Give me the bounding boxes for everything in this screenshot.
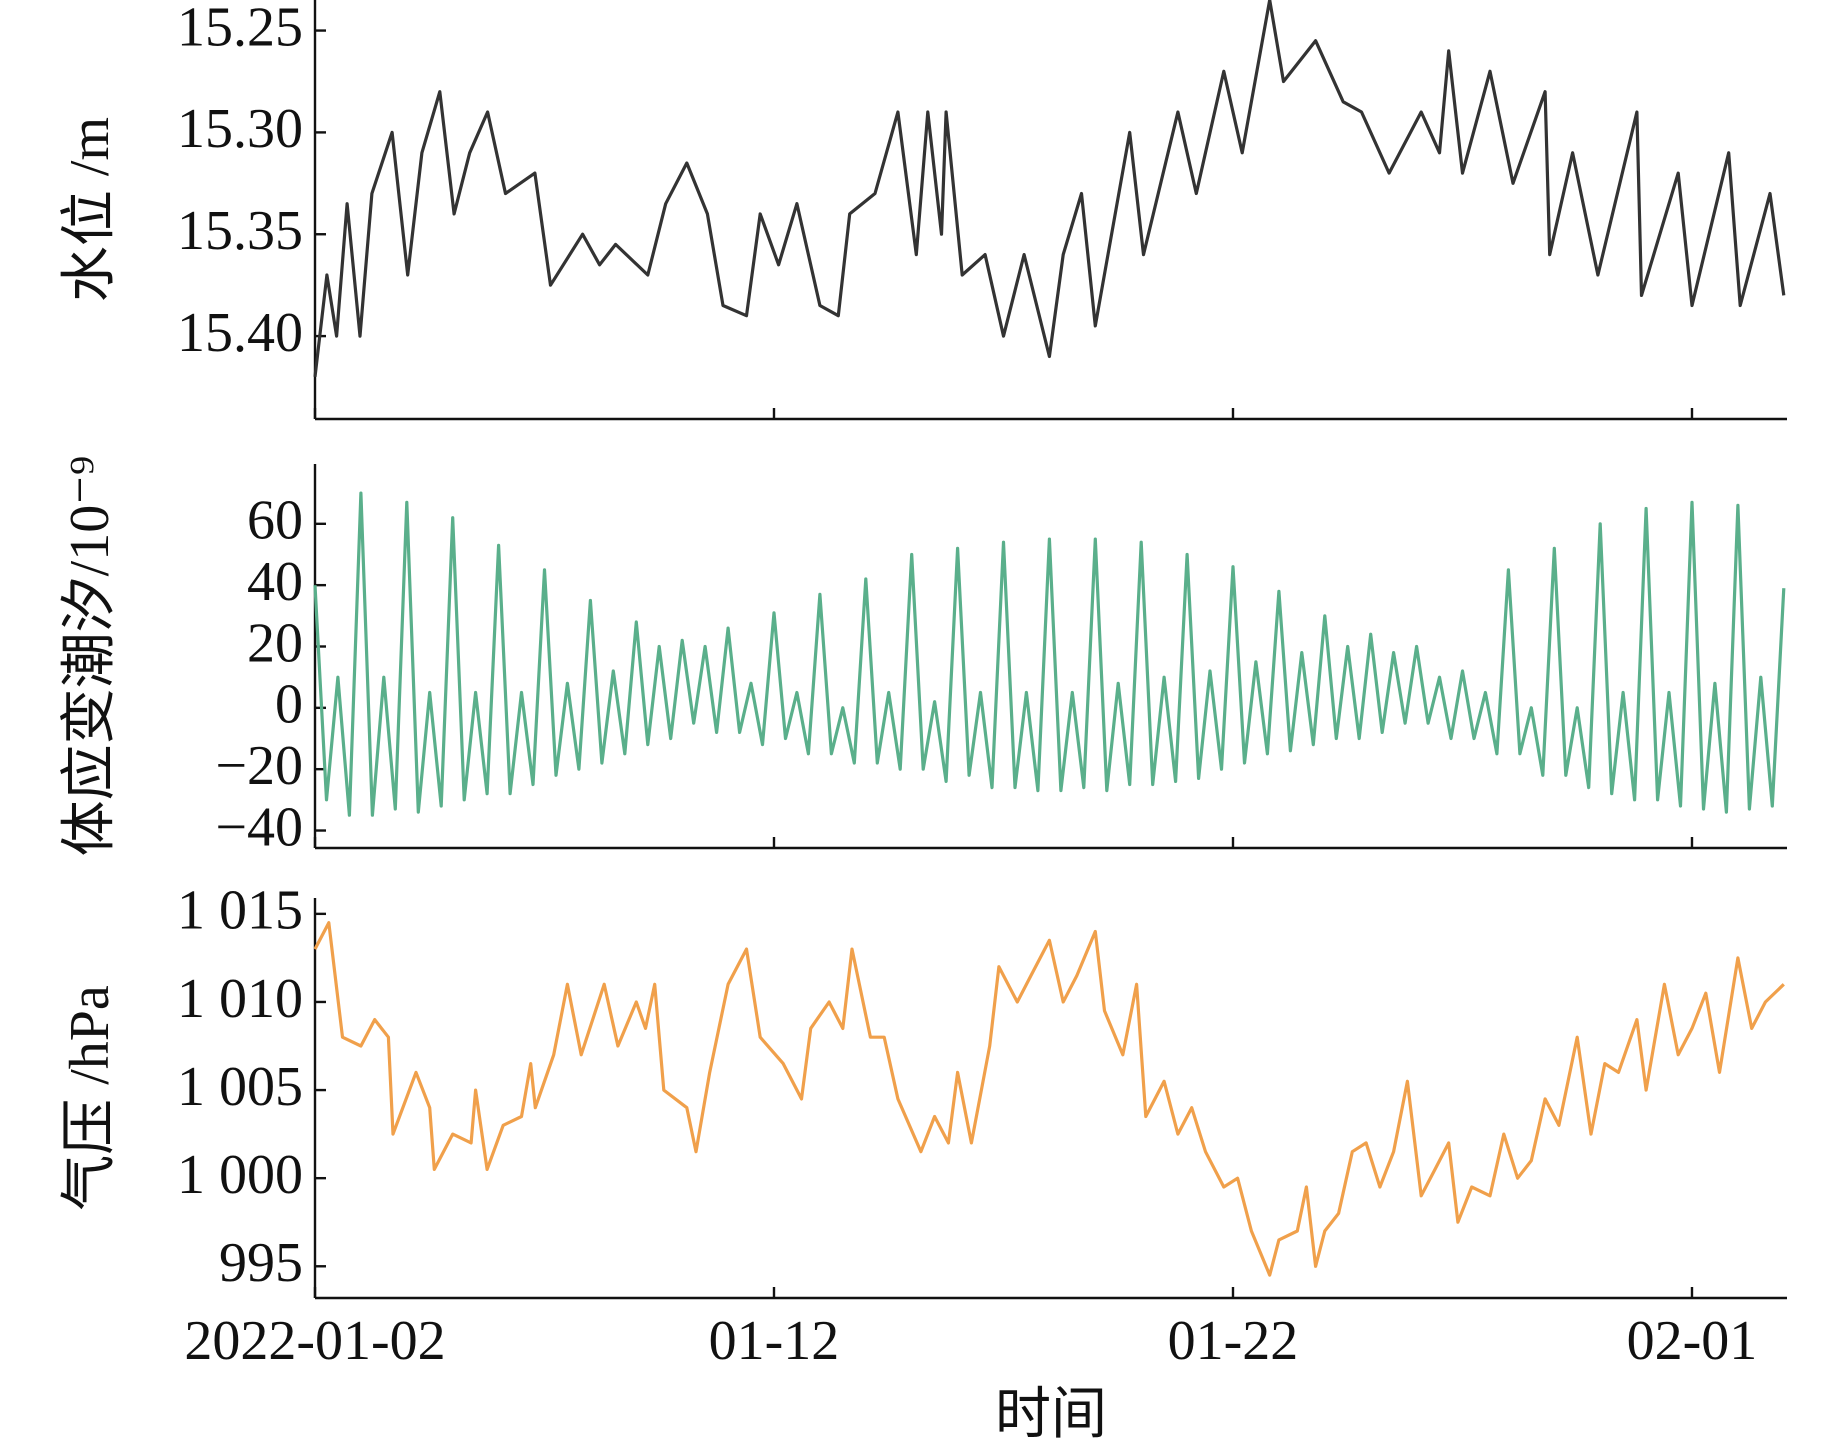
y-tick-label: 995 xyxy=(219,1232,303,1294)
y-tick-label: −20 xyxy=(215,735,303,797)
y-tick-label: 1 005 xyxy=(177,1056,303,1118)
y-tick-label: 1 010 xyxy=(177,968,303,1030)
y-tick-label: 20 xyxy=(247,612,303,674)
y-tick-label: 15.35 xyxy=(177,200,303,262)
data-line xyxy=(313,921,1785,1277)
x-tick-label: 01-22 xyxy=(1168,1310,1299,1372)
y-tick-label: 0 xyxy=(275,674,303,736)
x-tick-label: 01-12 xyxy=(709,1310,840,1372)
y-tick-label: 40 xyxy=(247,551,303,613)
x-tick-label: 2022-01-02 xyxy=(184,1310,445,1372)
y-tick-label: −40 xyxy=(215,796,303,858)
y-tick-label: 15.25 xyxy=(177,0,303,58)
y-tick-label: 1 000 xyxy=(177,1144,303,1206)
y-axis-label: 气压 /hPa xyxy=(59,985,121,1211)
data-line xyxy=(313,0,1786,377)
y-axis-label: 水位 /m xyxy=(59,117,121,302)
x-tick-label: 02-01 xyxy=(1627,1310,1758,1372)
y-tick-label: 15.30 xyxy=(177,98,303,160)
y-axis-label: 体应变潮汐/10⁻⁹ xyxy=(59,456,121,857)
y-tick-label: 15.40 xyxy=(177,302,303,364)
data-line xyxy=(313,491,1786,817)
y-tick-label: 1 015 xyxy=(177,880,303,942)
x-axis-label: 时间 xyxy=(995,1384,1107,1446)
y-tick-label: 60 xyxy=(247,490,303,552)
